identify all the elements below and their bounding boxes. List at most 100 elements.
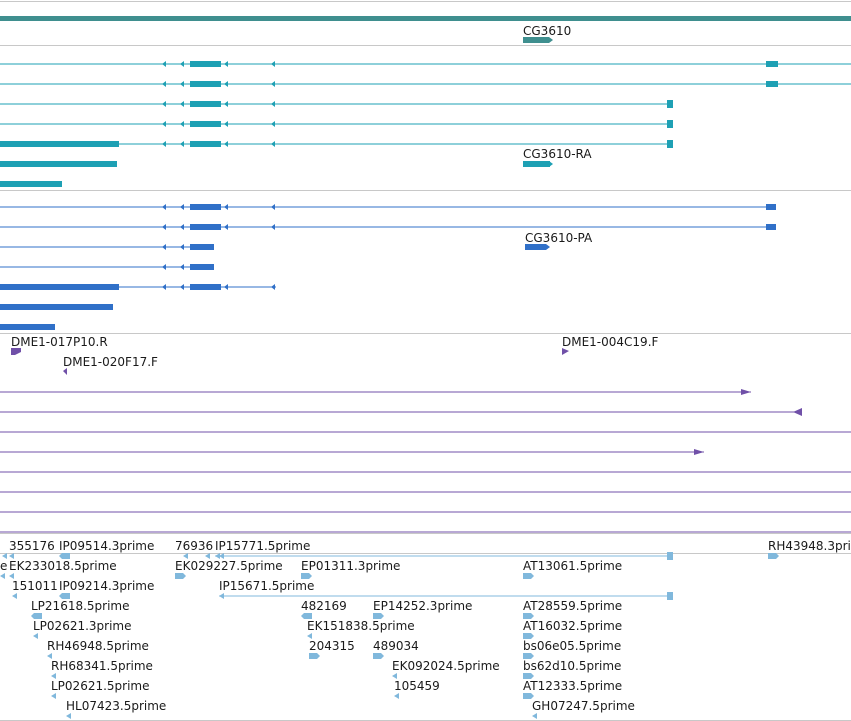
est-label[interactable]: 482169 — [301, 599, 347, 613]
est-glyph — [219, 553, 224, 559]
est-label[interactable]: LP21618.5prime — [31, 599, 130, 613]
est-label[interactable]: AT12333.5prime — [523, 679, 622, 693]
est-label[interactable]: bs06e05.5prime — [523, 639, 621, 653]
est-label[interactable]: 105459 — [394, 679, 440, 693]
est-glyph — [0, 573, 5, 579]
clone-end-marker — [694, 449, 704, 455]
strand-arrow — [271, 61, 275, 67]
strand-arrow — [162, 121, 166, 127]
strand-arrow — [224, 141, 228, 147]
clone-label[interactable]: DME1-020F17.F — [63, 355, 158, 369]
est-label[interactable]: LP02621.3prime — [33, 619, 132, 633]
est-label[interactable]: RH68341.5prime — [51, 659, 153, 673]
est-label[interactable]: e — [0, 559, 7, 573]
est-label[interactable]: RH43948.3prime — [768, 539, 851, 553]
strand-arrow — [162, 101, 166, 107]
est-label[interactable]: IP15771.5prime — [215, 539, 310, 553]
strand-arrow — [271, 224, 275, 230]
est-glyph — [2, 553, 7, 559]
est-label[interactable]: 355176 — [9, 539, 55, 553]
est-label[interactable]: IP15671.5prime — [219, 579, 314, 593]
exon-block — [0, 161, 117, 167]
est-glyph — [523, 653, 534, 659]
est-label[interactable]: 151011 — [12, 579, 58, 593]
est-glyph — [12, 593, 17, 599]
est-label[interactable]: 76936 — [175, 539, 213, 553]
exon-block — [190, 81, 221, 87]
est-label[interactable]: AT28559.5prime — [523, 599, 622, 613]
est-label[interactable]: EP01311.3prime — [301, 559, 400, 573]
est-label[interactable]: HL07423.5prime — [66, 699, 166, 713]
clone-end-marker — [793, 408, 802, 416]
est-label[interactable]: AT16032.5prime — [523, 619, 622, 633]
est-glyph — [33, 633, 38, 639]
est-glyph — [9, 553, 14, 559]
exon-block — [190, 121, 221, 127]
exon-block — [667, 140, 673, 148]
est-label[interactable]: LP02621.5prime — [51, 679, 150, 693]
est-label[interactable]: RH46948.5prime — [47, 639, 149, 653]
est-glyph — [219, 593, 224, 599]
clone-end-marker — [562, 348, 569, 355]
est-glyph — [301, 573, 312, 579]
strand-arrow — [162, 264, 166, 270]
est-label[interactable]: IP09514.3prime — [59, 539, 154, 553]
est-glyph — [175, 573, 186, 579]
strand-arrow — [180, 81, 184, 87]
est-glyph — [307, 633, 312, 639]
exon-block — [667, 120, 673, 128]
est-glyph — [532, 713, 537, 719]
est-label[interactable]: GH07247.5prime — [532, 699, 635, 713]
est-glyph — [59, 553, 70, 559]
est-glyph — [66, 713, 71, 719]
est-glyph — [301, 613, 312, 619]
est-glyph — [667, 552, 673, 560]
feature-labels: CG3610 CG3610-RA CG3610-PA DME1-017P10.R… — [0, 24, 851, 713]
est-glyph — [523, 633, 534, 639]
exon-block — [190, 284, 221, 290]
strand-arrow — [224, 81, 228, 87]
strand-arrow — [162, 141, 166, 147]
est-glyph — [47, 653, 52, 659]
est-label[interactable]: EP14252.3prime — [373, 599, 472, 613]
est-label[interactable]: 204315 — [309, 639, 355, 653]
transcript-label[interactable]: CG3610-RA — [523, 147, 592, 161]
clone-label[interactable]: DME1-004C19.F — [562, 335, 659, 349]
est-label[interactable]: IP09214.3prime — [59, 579, 154, 593]
feature-glyphs[interactable] — [0, 16, 851, 719]
gene-span-bar — [0, 16, 851, 21]
exon-block — [0, 284, 119, 290]
gene-label[interactable]: CG3610 — [523, 24, 571, 38]
est-glyph — [523, 613, 534, 619]
est-label[interactable]: EK029227.5prime — [175, 559, 283, 573]
clone-label[interactable]: DME1-017P10.R — [11, 335, 108, 349]
strand-arrow — [224, 121, 228, 127]
exon-block — [190, 244, 214, 250]
est-label[interactable]: bs62d10.5prime — [523, 659, 621, 673]
clone-end-marker — [11, 348, 21, 355]
est-glyph — [51, 673, 56, 679]
est-label[interactable]: AT13061.5prime — [523, 559, 622, 573]
exon-block — [0, 304, 113, 310]
est-glyph — [205, 553, 210, 559]
est-label[interactable]: EK151838.5prime — [307, 619, 415, 633]
strand-arrow — [224, 61, 228, 67]
est-label[interactable]: 489034 — [373, 639, 419, 653]
strand-arrow — [180, 121, 184, 127]
est-label[interactable]: EK092024.5prime — [392, 659, 500, 673]
est-glyph — [9, 573, 14, 579]
exon-block — [190, 61, 221, 67]
est-glyph — [523, 573, 534, 579]
strand-arrow — [549, 161, 553, 167]
est-glyph — [373, 653, 384, 659]
strand-arrow — [180, 141, 184, 147]
exon-block — [0, 141, 119, 147]
strand-arrow — [180, 244, 184, 250]
protein-label[interactable]: CG3610-PA — [525, 231, 593, 245]
strand-arrow — [162, 204, 166, 210]
est-glyph — [667, 592, 673, 600]
est-glyph — [31, 613, 42, 619]
transcript-block — [523, 161, 550, 167]
est-glyph — [215, 553, 220, 559]
est-label[interactable]: EK233018.5prime — [9, 559, 117, 573]
